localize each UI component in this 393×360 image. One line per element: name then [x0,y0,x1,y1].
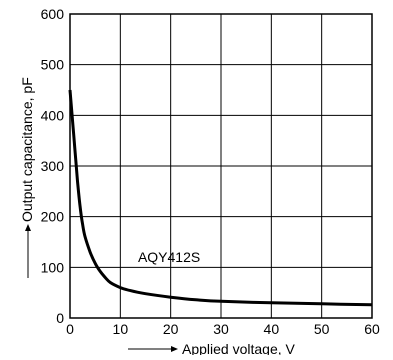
x-axis-title: Applied voltage, V [182,341,296,355]
x-tick-label: 60 [364,321,380,337]
y-axis-title: Output capacitance, pF [19,77,35,222]
x-tick-label: 50 [314,321,330,337]
x-axis-arrow-head [171,346,178,352]
series [68,89,373,307]
y-tick-label: 300 [41,158,65,174]
y-tick-label: 200 [41,209,65,225]
x-tick-labels: 0 10 20 30 40 50 60 [66,321,380,337]
x-tick-label: 20 [163,321,179,337]
grid [70,14,372,318]
y-tick-label: 100 [41,259,65,275]
plot-border [69,13,373,319]
y-axis-arrow-head [25,224,31,231]
x-axis-title-group: Applied voltage, V [128,341,296,357]
y-tick-label: 500 [41,57,65,73]
x-tick-label: 30 [213,321,229,337]
x-tick-label: 10 [113,321,129,337]
curve-label: AQY412S [138,249,200,265]
y-tick-label: 600 [41,6,65,22]
y-tick-label: 400 [41,107,65,123]
annotations: AQY412S [138,249,200,265]
x-tick-label: 40 [264,321,280,337]
y-tick-labels: 0 100 200 300 400 500 600 [41,6,65,326]
plot-frame [69,13,373,319]
y-tick-label: 0 [56,310,64,326]
series-line [68,89,373,307]
y-axis-title-group: Output capacitance, pF [19,77,35,278]
x-tick-label: 0 [66,321,74,337]
